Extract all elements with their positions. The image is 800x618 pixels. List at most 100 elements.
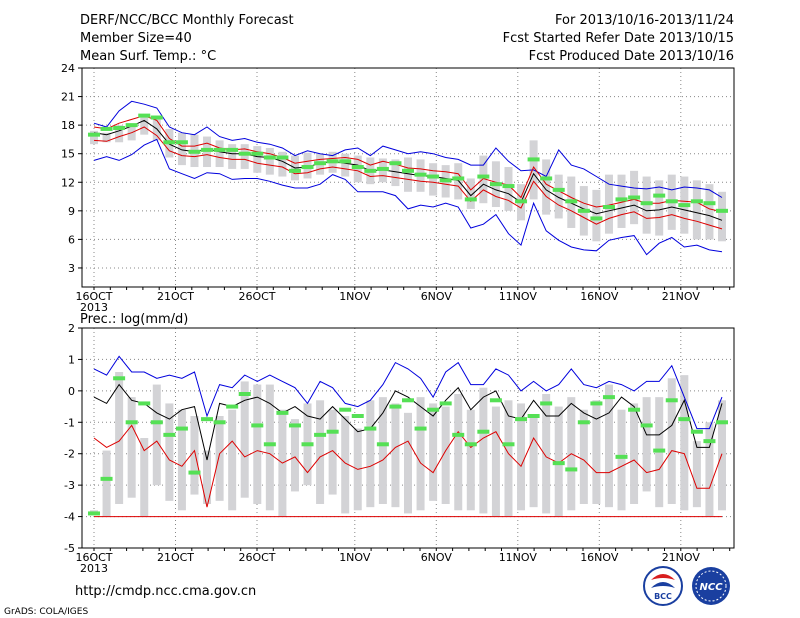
spread-box: [115, 372, 124, 504]
member-mark: [301, 442, 314, 447]
spread-box: [718, 191, 726, 242]
y-tick-label: -5: [64, 542, 75, 555]
member-mark: [276, 410, 289, 415]
spread-box: [592, 189, 601, 242]
spread-box: [667, 378, 676, 504]
spread-box: [90, 130, 98, 145]
member-mark: [690, 199, 703, 204]
member-mark: [288, 168, 301, 173]
member-mark: [389, 404, 402, 409]
spread-box: [642, 397, 651, 492]
spread-box: [554, 174, 563, 219]
member-mark: [716, 420, 728, 425]
spread-box: [102, 450, 111, 517]
member-mark: [276, 155, 289, 160]
y-tick-label: 12: [61, 176, 75, 189]
member-mark: [590, 401, 603, 406]
x-tick-label: 26OCT: [238, 290, 275, 303]
spread-box: [391, 403, 400, 508]
member-mark: [540, 401, 553, 406]
spread-box: [491, 406, 500, 517]
y-tick-label: 24: [61, 62, 75, 75]
spread-box: [479, 387, 488, 514]
x-tick-label: 21OCT: [157, 551, 194, 564]
member-mark: [263, 442, 276, 447]
y-tick-label: -3: [64, 479, 75, 492]
member-mark: [527, 414, 540, 418]
spread-box: [416, 397, 425, 511]
member-mark: [188, 470, 201, 475]
member-mark: [590, 216, 603, 221]
grads-credit: GrADS: COLA/IGES: [4, 607, 88, 617]
spread-box: [203, 450, 212, 504]
spread-box: [604, 384, 613, 508]
spread-box: [592, 400, 601, 504]
spread-box: [366, 400, 375, 508]
spread-box: [253, 146, 262, 173]
x-tick-label: 21NOV: [662, 551, 701, 564]
y-tick-label: 1: [68, 353, 75, 366]
member-mark: [628, 195, 641, 200]
member-mark: [314, 161, 327, 166]
spread-box: [542, 159, 551, 215]
member-mark: [615, 197, 628, 202]
source-url: http://cmdp.ncc.cma.gov.cn: [75, 584, 256, 599]
member-mark: [301, 165, 314, 170]
spread-box: [265, 384, 274, 511]
spread-box: [630, 403, 639, 504]
member-mark: [414, 426, 427, 431]
member-mark: [213, 420, 226, 425]
member-mark: [464, 197, 477, 202]
spread-box: [542, 394, 551, 514]
member-mark: [653, 193, 666, 198]
member-mark: [439, 401, 452, 406]
chart-title: DERF/NCC/BCC Monthly Forecast: [80, 13, 294, 28]
spread-box: [504, 400, 513, 517]
member-mark: [565, 199, 578, 204]
member-mark: [88, 511, 100, 516]
x-year-label: 2013: [80, 562, 108, 575]
temperature-panel: 3 6 9 12 15 18 21 24 16OCT 21OCT 26OCT 1NOV 6NOV 11NO…: [61, 62, 735, 314]
member-mark: [402, 398, 414, 403]
spread-box: [617, 409, 626, 511]
spread-box: [240, 144, 249, 169]
x-tick-label: 11NOV: [499, 551, 538, 564]
spread-box: [165, 403, 174, 501]
member-mark: [653, 448, 666, 453]
spread-box: [692, 441, 701, 508]
member-mark: [213, 147, 226, 152]
x-tick-label: 11NOV: [499, 290, 538, 303]
min-line: [93, 424, 723, 508]
spread-box: [152, 384, 161, 486]
member-mark: [565, 467, 578, 472]
member-mark: [351, 414, 364, 418]
spread-box: [718, 400, 726, 511]
member-mark: [439, 178, 452, 183]
member-mark: [163, 140, 176, 145]
forecast-period: For 2013/10/16-2013/11/24: [555, 13, 734, 28]
ncc-logo: NCC: [692, 567, 730, 605]
spread-box: [391, 159, 400, 187]
spread-box: [692, 180, 701, 240]
member-mark: [615, 454, 628, 459]
member-mark: [464, 442, 477, 447]
spread-box: [604, 174, 613, 234]
spread-box: [190, 416, 199, 495]
member-mark: [339, 159, 352, 164]
spread-box: [127, 397, 136, 498]
spread-box: [240, 381, 249, 498]
spread-box: [115, 125, 124, 143]
member-mark: [703, 439, 716, 444]
spread-box: [466, 178, 475, 209]
spread-box: [228, 409, 237, 511]
member-mark: [477, 174, 490, 179]
min-line: [93, 138, 723, 256]
member-mark: [540, 176, 553, 181]
precip-panel-title: Prec.: log(mm/d): [80, 312, 188, 327]
x-year-label: 2013: [80, 301, 108, 314]
member-mark: [100, 476, 113, 481]
spread-box: [404, 157, 412, 192]
spread-box: [127, 127, 136, 141]
member-mark: [602, 395, 615, 400]
